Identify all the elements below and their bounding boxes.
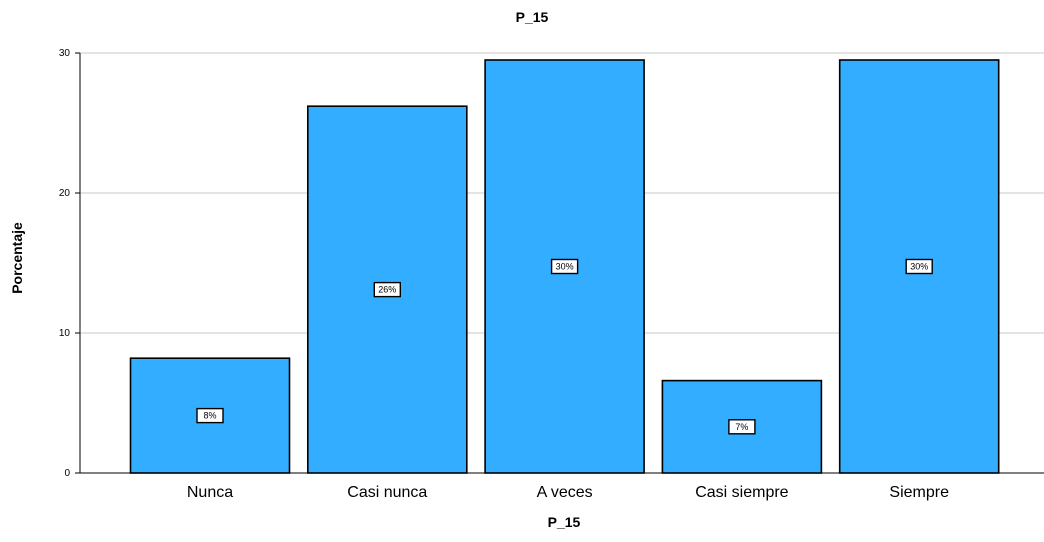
data-label-box (728, 419, 756, 435)
data-label: 7% (735, 422, 748, 432)
data-label: 8% (203, 411, 216, 421)
data-label-box (550, 258, 579, 275)
x-tick-label: Nunca (187, 484, 233, 501)
data-label-box (373, 281, 401, 298)
data-label-box (905, 258, 933, 275)
x-tick-label: Casi nunca (347, 484, 427, 501)
data-label: 26% (378, 285, 396, 295)
data-label: 30% (556, 262, 574, 272)
x-tick-label: A veces (537, 484, 593, 501)
y-tick-label: 20 (59, 188, 71, 199)
y-tick-label: 0 (64, 468, 70, 479)
chart-title: P_15 (516, 9, 549, 25)
y-tick-label: 10 (59, 328, 71, 339)
x-tick-label: Casi siempre (695, 484, 788, 501)
data-label-box (196, 407, 224, 424)
x-tick-label: Siempre (889, 484, 949, 501)
data-label: 30% (910, 262, 928, 272)
y-axis-title: Porcentaje (9, 222, 25, 294)
x-axis-title: P_15 (548, 514, 581, 530)
y-tick-label: 30 (59, 48, 71, 59)
